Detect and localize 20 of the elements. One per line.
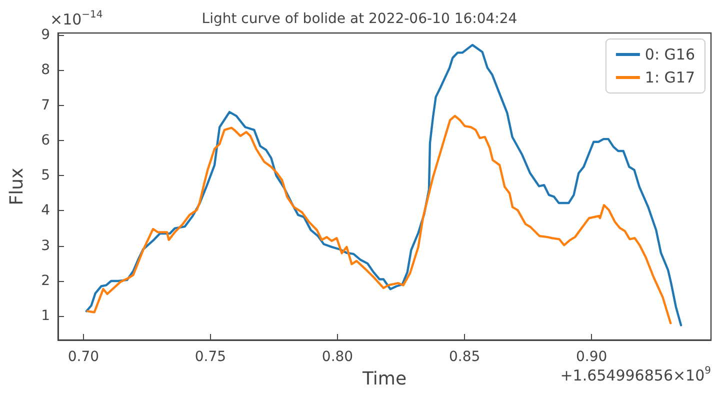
chart-title: Light curve of bolide at 2022-06-10 16:04:24 [202,11,518,27]
y-tick-label: 1 [41,308,50,324]
y-tick-label: 5 [41,168,50,184]
y-tick-label: 6 [41,132,50,148]
y-tick-label: 7 [41,97,50,114]
y-tick-label: 8 [41,62,50,78]
x-axis-title: Time [361,368,407,390]
legend-label: 0: G16 [644,46,695,64]
x-tick-label: 0.90 [576,349,608,365]
y-tick-label: 2 [41,272,50,289]
y-tick-label: 3 [41,238,50,254]
x-tick-label: 0.85 [448,349,480,365]
legend-label: 1: G17 [644,68,695,86]
x-tick-label: 0.70 [68,349,99,365]
y-tick-label: 4 [41,202,50,219]
y-tick-label: 9 [41,27,50,44]
y-axis-title: Flux [6,167,28,206]
x-tick-label: 0.75 [194,349,226,365]
line-series [86,114,672,324]
x-tick-label: 0.80 [322,349,354,365]
